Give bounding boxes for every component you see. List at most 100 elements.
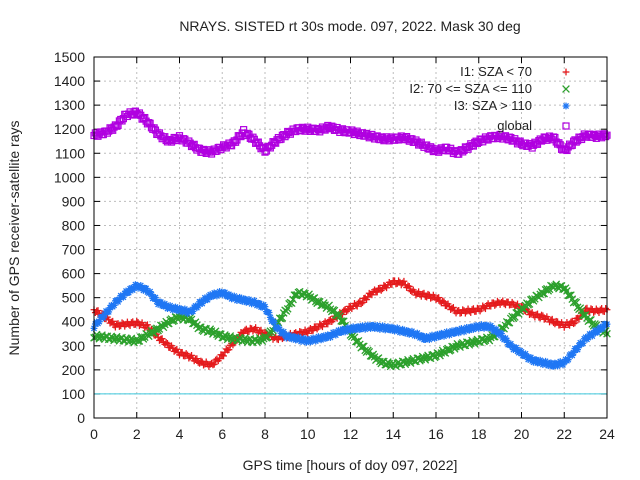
data-point-i1: [173, 345, 181, 353]
data-point-i1: [405, 283, 413, 290]
data-point-i2: [335, 312, 344, 321]
data-point-i2: [585, 316, 594, 324]
y-tick-label: 700: [62, 242, 86, 258]
legend-markers: [562, 68, 570, 130]
data-point-i1: [158, 335, 166, 343]
data-point-i1: [210, 360, 218, 368]
y-axis-label: Number of GPS receiver-satellite rays: [6, 121, 22, 356]
x-tick-labels: 0 2 4 6 8 10 12 14 16 18 20 22 24: [90, 426, 615, 442]
data-point-i1: [144, 321, 151, 329]
data-point-i1: [133, 317, 141, 325]
y-tick-label: 800: [62, 217, 86, 233]
x-axis-label: GPS time [hours of doy 097, 2022]: [243, 457, 458, 473]
x-tick-label: 4: [176, 426, 184, 442]
y-tick-label: 400: [62, 314, 86, 330]
data-point-i1: [459, 306, 467, 314]
y-tick-label: 300: [62, 338, 86, 354]
data-point-i1: [344, 306, 352, 314]
data-point-i1: [178, 348, 186, 356]
data-point-i1: [94, 307, 102, 314]
x-tick-label: 14: [385, 426, 401, 442]
data-point-i1: [368, 291, 376, 299]
data-point-i1: [274, 336, 282, 344]
data-point-i1: [538, 311, 545, 319]
data-point-i1: [400, 277, 408, 285]
x-tick-label: 24: [599, 426, 615, 442]
data-point-i2: [290, 291, 299, 299]
data-point-i3: [560, 358, 568, 366]
data-point-i2: [338, 317, 347, 326]
x-tick-label: 10: [300, 426, 316, 442]
data-point-i1: [225, 346, 233, 354]
data-point-i1: [319, 323, 326, 331]
data-point-i1: [162, 339, 170, 346]
data-point-i1: [435, 294, 443, 301]
data-point-i1: [424, 290, 432, 298]
data-point-i3: [270, 319, 278, 326]
y-tick-label: 500: [62, 290, 86, 306]
data-point-i1: [570, 320, 578, 328]
legend-entry-global: global: [497, 118, 532, 133]
data-point-i1: [197, 357, 205, 365]
data-point-i1: [111, 323, 119, 331]
data-point-i2: [278, 314, 287, 322]
series-layer: [90, 107, 611, 371]
data-point-i1: [142, 322, 150, 329]
data-point-i2: [358, 342, 367, 351]
data-point-i1: [491, 302, 499, 309]
x-tick-label: 6: [218, 426, 226, 442]
x-tick-label: 8: [261, 426, 269, 442]
data-point-i1: [339, 311, 346, 318]
legend-entry-i3: I3: SZA > 110: [454, 98, 532, 113]
data-point-i1: [353, 302, 361, 310]
data-point-i1: [109, 317, 117, 325]
chart-title: NRAYS. SISTED rt 30s mode. 097, 2022. Ma…: [179, 18, 520, 34]
data-point-i1: [193, 355, 201, 363]
data-point-i1: [357, 300, 365, 308]
series-global: [90, 107, 611, 158]
data-point-i1: [257, 326, 265, 334]
data-point-i1: [482, 305, 489, 313]
data-point-i1: [534, 310, 541, 318]
data-point-i1: [566, 321, 573, 329]
y-tick-label: 1200: [54, 121, 85, 137]
legend-marker-i3: [562, 102, 570, 110]
series-i3: [90, 281, 611, 370]
data-point-global: [254, 138, 262, 146]
data-point-i1: [359, 299, 366, 307]
legend-entry-i1: I1: SZA < 70: [460, 64, 532, 79]
data-point-i1: [602, 305, 610, 312]
data-point-i1: [420, 289, 428, 297]
legend-marker-i2: [562, 85, 570, 93]
grid: [93, 56, 608, 419]
data-point-i1: [440, 298, 448, 306]
data-point-i1: [126, 322, 134, 329]
data-point-i1: [449, 304, 457, 311]
legend-marker-i1: [562, 68, 570, 76]
data-point-i2: [334, 310, 343, 318]
x-tick-label: 12: [343, 426, 359, 442]
data-point-i1: [216, 355, 223, 363]
data-point-i1: [343, 308, 350, 315]
y-tick-label: 600: [62, 266, 86, 282]
data-point-i1: [571, 319, 579, 327]
y-tick-label: 900: [62, 193, 86, 209]
data-point-i1: [164, 339, 171, 347]
data-point-i1: [188, 351, 195, 359]
x-tick-label: 18: [471, 426, 487, 442]
x-tick-label: 16: [428, 426, 444, 442]
data-point-i2: [351, 337, 360, 346]
x-tick-label: 20: [514, 426, 530, 442]
data-point-i1: [514, 300, 521, 308]
y-tick-label: 200: [62, 362, 86, 378]
data-point-i1: [182, 350, 190, 357]
y-tick-label: 1500: [54, 49, 85, 65]
data-point-i2: [275, 314, 284, 323]
plot-frame: [93, 56, 608, 419]
y-tick-label: 1000: [54, 169, 85, 185]
legend-entry-i2: I2: 70 <= SZA <= 110: [409, 81, 532, 96]
data-point-i1: [439, 297, 447, 305]
x-tick-label: 22: [556, 426, 572, 442]
